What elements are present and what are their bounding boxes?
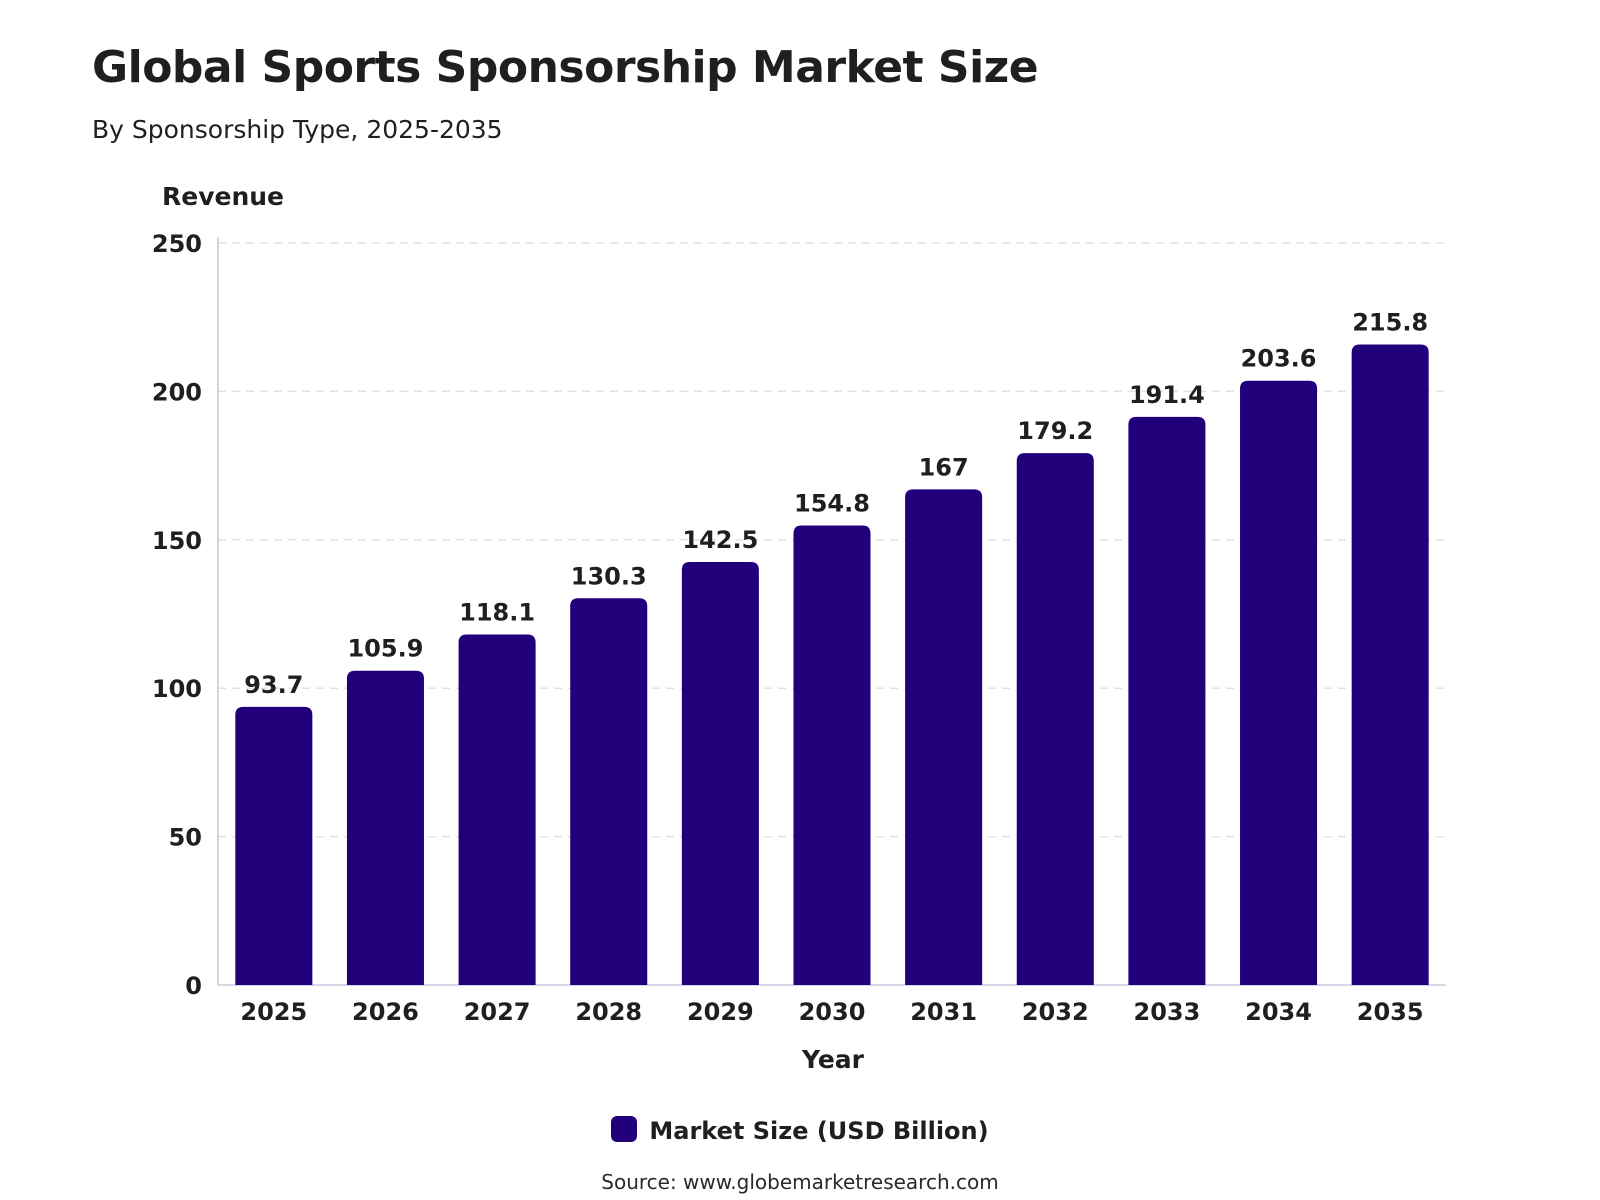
legend-swatch [611, 1116, 638, 1142]
bar-2032 [1016, 453, 1094, 985]
data-label-2035: 215.8 [1352, 309, 1428, 337]
data-label-2033: 191.4 [1129, 381, 1205, 409]
data-label-2031: 167 [919, 453, 969, 481]
data-label-2032: 179.2 [1017, 417, 1093, 445]
y-tick-label: 150 [152, 527, 202, 555]
data-label-2025: 93.7 [244, 671, 303, 699]
x-tick-label: 2030 [799, 998, 866, 1026]
x-tick-label: 2026 [352, 998, 419, 1026]
legend-label: Market Size (USD Billion) [649, 1117, 989, 1145]
data-label-2030: 154.8 [794, 490, 870, 518]
x-tick-label: 2028 [575, 998, 642, 1026]
y-axis-title: Revenue [162, 182, 284, 211]
bar-2028 [570, 598, 648, 985]
y-tick-label: 0 [185, 972, 202, 1000]
legend: Market Size (USD Billion) [0, 1116, 1600, 1145]
x-tick-label: 2031 [910, 998, 977, 1026]
y-tick-label: 200 [152, 378, 202, 406]
x-tick-label: 2025 [240, 998, 307, 1026]
data-label-2026: 105.9 [347, 635, 423, 663]
data-label-2028: 130.3 [571, 562, 647, 590]
data-label-2029: 142.5 [682, 526, 758, 554]
x-tick-label: 2027 [464, 998, 531, 1026]
data-label-2027: 118.1 [459, 598, 535, 626]
x-tick-label: 2032 [1022, 998, 1089, 1026]
y-tick-label: 250 [152, 230, 202, 258]
data-label-2034: 203.6 [1241, 345, 1317, 373]
bar-2033 [1128, 416, 1206, 985]
x-axis-title: Year [801, 1045, 865, 1074]
data-labels: 93.7 105.9 118.1 130.3 142.5 154.8 167 179.2 191… [244, 309, 1428, 699]
bar-chart: 0 50 100 150 200 250 93.7 105.9 118.1 130.3 142.5… [152, 182, 1446, 1074]
bar-2030 [793, 525, 871, 985]
y-tick-label: 100 [152, 675, 202, 703]
x-tick-label: 2035 [1357, 998, 1424, 1026]
source-note: Source: www.globemarketresearch.com [601, 1170, 999, 1194]
y-tick-labels: 0 50 100 150 200 250 [152, 230, 202, 1000]
x-tick-label: 2029 [687, 998, 754, 1026]
bars [235, 344, 1429, 985]
bar-2034 [1240, 380, 1318, 985]
chart-subtitle: By Sponsorship Type, 2025-2035 [92, 115, 503, 144]
chart-title: Global Sports Sponsorship Market Size [92, 42, 1039, 93]
x-tick-labels: 2025 2026 2027 2028 2029 2030 2031 2032 2033 2034… [240, 998, 1423, 1026]
bar-2026 [346, 670, 424, 985]
bar-2029 [681, 562, 759, 985]
bar-2027 [458, 634, 536, 985]
bar-2035 [1351, 344, 1429, 985]
bar-2031 [905, 489, 983, 985]
x-tick-label: 2034 [1245, 998, 1312, 1026]
y-tick-label: 50 [169, 824, 202, 852]
x-tick-label: 2033 [1134, 998, 1201, 1026]
bar-2025 [235, 706, 313, 985]
